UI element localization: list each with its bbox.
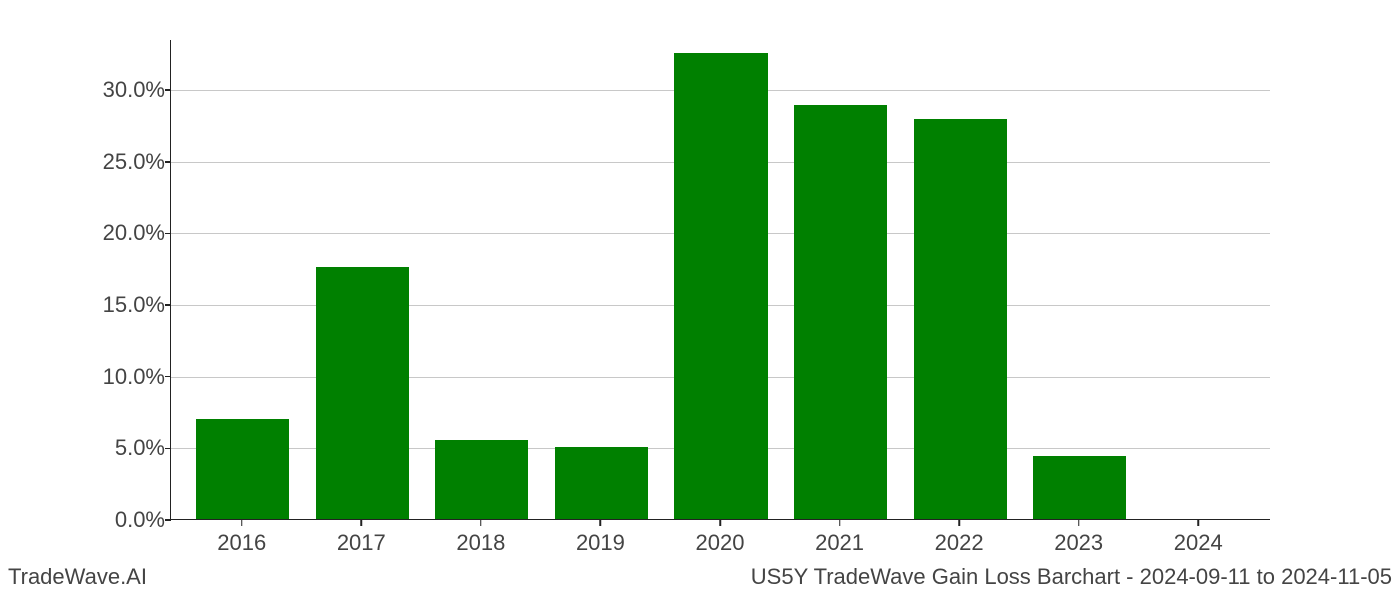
x-tick-label: 2020	[696, 530, 745, 556]
bar	[555, 447, 648, 519]
x-tick-label: 2024	[1174, 530, 1223, 556]
y-tick-mark	[165, 233, 171, 235]
x-tick-mark	[958, 520, 960, 526]
y-tick-mark	[165, 448, 171, 450]
y-tick-mark	[165, 161, 171, 163]
x-tick-label: 2023	[1054, 530, 1103, 556]
x-tick-label: 2021	[815, 530, 864, 556]
x-tick-mark	[361, 520, 363, 526]
x-tick-label: 2019	[576, 530, 625, 556]
x-tick-mark	[719, 520, 721, 526]
y-tick-mark	[165, 89, 171, 91]
plot-area	[170, 40, 1270, 520]
y-tick-mark	[165, 376, 171, 378]
x-tick-mark	[1198, 520, 1200, 526]
x-tick-label: 2016	[217, 530, 266, 556]
bar	[1033, 456, 1126, 519]
y-tick-mark	[165, 304, 171, 306]
x-tick-mark	[1078, 520, 1080, 526]
y-tick-label: 0.0%	[115, 507, 165, 533]
y-tick-label: 5.0%	[115, 435, 165, 461]
bar	[196, 419, 289, 519]
y-tick-label: 20.0%	[103, 220, 165, 246]
x-tick-mark	[839, 520, 841, 526]
bar	[435, 440, 528, 519]
y-tick-mark	[165, 519, 171, 521]
chart-container: 0.0%5.0%10.0%15.0%20.0%25.0%30.0%2016201…	[170, 40, 1270, 520]
x-tick-label: 2022	[935, 530, 984, 556]
x-tick-mark	[480, 520, 482, 526]
bar	[794, 105, 887, 519]
x-tick-label: 2018	[456, 530, 505, 556]
footer-left-text: TradeWave.AI	[8, 564, 147, 590]
y-tick-label: 25.0%	[103, 149, 165, 175]
bar	[674, 53, 767, 519]
y-tick-label: 30.0%	[103, 77, 165, 103]
y-tick-label: 10.0%	[103, 364, 165, 390]
footer-right-text: US5Y TradeWave Gain Loss Barchart - 2024…	[751, 564, 1392, 590]
x-tick-mark	[600, 520, 602, 526]
y-tick-label: 15.0%	[103, 292, 165, 318]
bar	[914, 119, 1007, 519]
x-tick-label: 2017	[337, 530, 386, 556]
x-tick-mark	[241, 520, 243, 526]
bar	[316, 267, 409, 519]
